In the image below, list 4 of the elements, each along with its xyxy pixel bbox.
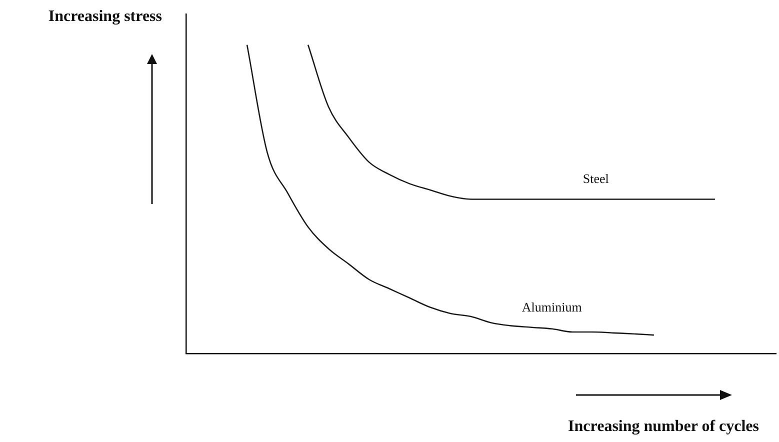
y-axis-title: Increasing stress — [48, 8, 162, 26]
series-label: Aluminium — [522, 299, 582, 314]
x-axis-title: Increasing number of cycles — [568, 418, 759, 436]
series-label: Steel — [582, 171, 610, 186]
